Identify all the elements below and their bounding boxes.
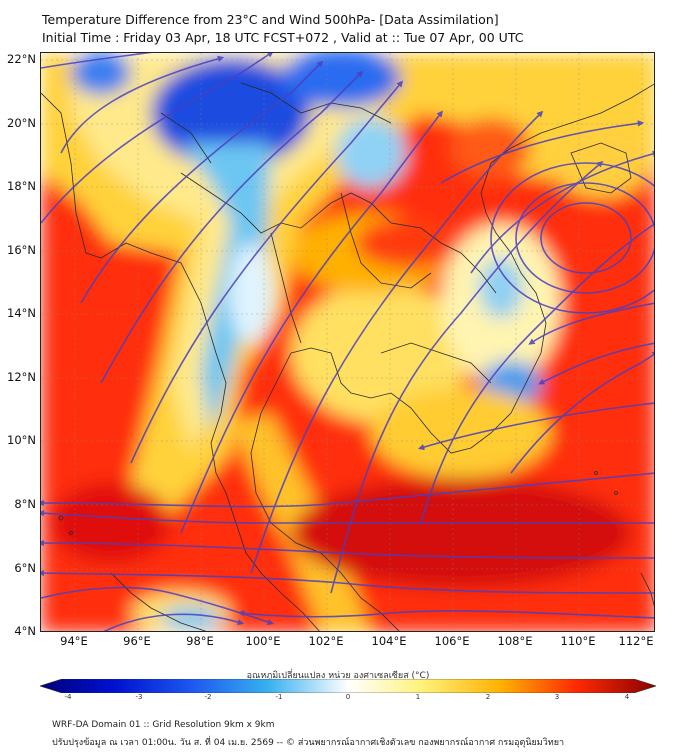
- colorbar-tick: 3: [554, 693, 560, 701]
- lat-label: 16°N: [7, 243, 36, 257]
- lon-label: 106°E: [434, 634, 470, 648]
- lon-label: 94°E: [60, 634, 88, 648]
- coastline-borders: [41, 82, 654, 631]
- map-subtitle: Initial Time : Friday 03 Apr, 18 UTC FCS…: [42, 30, 524, 45]
- lon-label: 108°E: [497, 634, 533, 648]
- lon-label: 96°E: [123, 634, 151, 648]
- lat-label: 4°N: [14, 624, 36, 638]
- colorbar-tick: -3: [135, 693, 143, 701]
- colorbar-tick: -2: [204, 693, 212, 701]
- colorbar-tick: 4: [624, 693, 630, 701]
- wind-streamlines: [41, 53, 654, 631]
- lon-label: 112°E: [618, 634, 654, 648]
- colorbar-tick: 1: [415, 693, 421, 701]
- lat-label: 10°N: [7, 433, 36, 447]
- lon-label: 104°E: [371, 634, 407, 648]
- lat-label: 18°N: [7, 179, 36, 193]
- footer-model-info: WRF-DA Domain 01 :: Grid Resolution 9km …: [52, 720, 275, 730]
- lat-label: 12°N: [7, 370, 36, 384]
- colorbar-title: อุณหภูมิเปลี่ยนแปลง หน่วย องศาเซลเซียส (…: [246, 671, 430, 681]
- colorbar: [40, 679, 656, 693]
- colorbar-tick: -1: [275, 693, 283, 701]
- lat-label: 14°N: [7, 306, 36, 320]
- lat-label: 8°N: [14, 497, 36, 511]
- temperature-field: [41, 53, 654, 631]
- lat-label: 6°N: [14, 561, 36, 575]
- lon-label: 100°E: [245, 634, 281, 648]
- lon-label: 102°E: [308, 634, 344, 648]
- footer-credit: ปรับปรุงข้อมูล ณ เวลา 01:00น. วัน ส. ที่…: [52, 738, 565, 748]
- lon-label: 98°E: [186, 634, 214, 648]
- colorbar-tick: 0: [345, 693, 351, 701]
- lat-label: 20°N: [7, 116, 36, 130]
- lon-label: 110°E: [560, 634, 596, 648]
- colorbar-tick: -4: [64, 693, 72, 701]
- map-title: Temperature Difference from 23°C and Win…: [42, 12, 499, 27]
- lat-label: 22°N: [7, 52, 36, 66]
- weather-map: [40, 52, 655, 632]
- colorbar-tick: 2: [485, 693, 491, 701]
